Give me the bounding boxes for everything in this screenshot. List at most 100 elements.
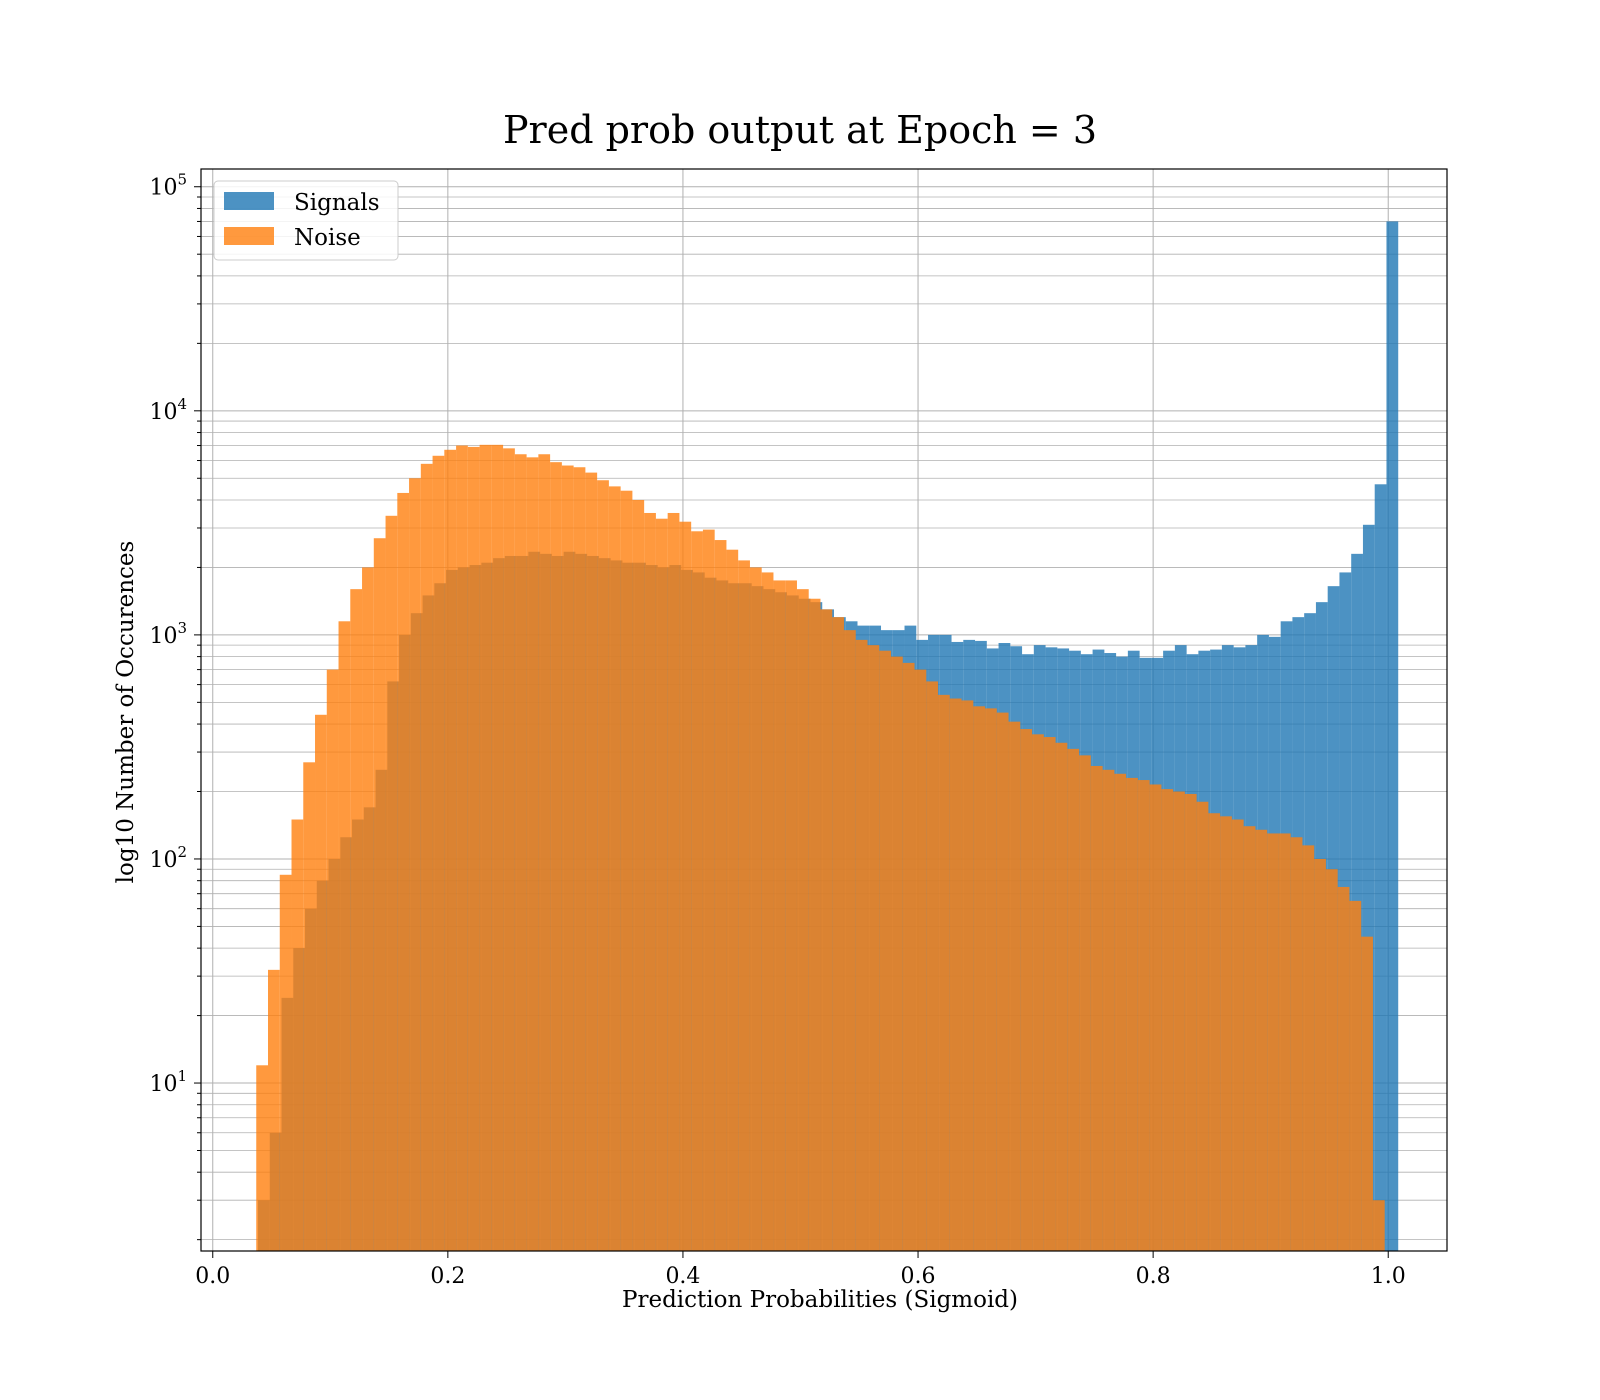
y-tick-label: 101 [149, 1067, 187, 1097]
histogram-bar [362, 567, 374, 1251]
histogram-bar [338, 621, 351, 1251]
histogram-bar [1184, 793, 1197, 1251]
histogram-bar [526, 457, 539, 1251]
axis-ticks: 0.0 0.2 0.4 0.6 0.8 1.0 101 102 103 104 105 [149, 171, 1405, 1289]
legend: Signals Noise [213, 180, 399, 261]
histogram-bar [1137, 780, 1150, 1251]
histogram-bar [1161, 789, 1174, 1251]
histogram-bar [1196, 801, 1209, 1251]
histogram-bar [973, 706, 986, 1251]
histogram-bar [855, 639, 868, 1251]
histogram-bar [1126, 777, 1138, 1251]
histogram-bar [808, 598, 821, 1251]
y-axis-label: log10 Number of Occurences [113, 541, 139, 884]
histogram-bar [1208, 813, 1221, 1251]
histogram-bar [315, 714, 327, 1251]
histogram-bar [632, 499, 645, 1252]
histogram-bar [1314, 858, 1326, 1251]
histogram-bar [326, 669, 339, 1251]
histogram-bar [926, 681, 939, 1251]
histogram-bar [902, 662, 915, 1251]
histogram-bar [691, 531, 703, 1251]
x-tick-label: 0.0 [195, 1264, 230, 1289]
histogram-bar [738, 560, 750, 1251]
histogram-bar [608, 486, 621, 1252]
histogram-bar [761, 572, 774, 1251]
histogram-bar [491, 444, 504, 1251]
histogram-bar [867, 645, 880, 1251]
histogram-bar [420, 463, 433, 1251]
histogram-bar [1090, 765, 1103, 1251]
histogram-bar [1386, 221, 1399, 1252]
histogram-bar [514, 454, 527, 1251]
histogram-bar [432, 455, 445, 1251]
y-tick-label: 104 [149, 395, 187, 425]
histogram-bar [949, 698, 962, 1251]
histogram-bar [1372, 1200, 1385, 1251]
histogram-bar [820, 609, 833, 1251]
histogram-bars [256, 221, 1399, 1252]
histogram-bar [879, 650, 892, 1251]
histogram-bar [1032, 734, 1044, 1251]
histogram-bar [1008, 721, 1021, 1251]
x-tick-label: 1.0 [1371, 1264, 1406, 1289]
histogram-bar [749, 567, 762, 1251]
legend-label-noise: Noise [294, 225, 361, 251]
legend-swatch-noise [224, 227, 274, 245]
x-tick-label: 0.2 [430, 1264, 465, 1289]
histogram-bar [1337, 886, 1350, 1251]
histogram-bar [938, 694, 950, 1251]
histogram-bar [961, 700, 974, 1251]
histogram-bar [268, 969, 280, 1251]
histogram-bar [1362, 524, 1375, 1251]
histogram-bar [585, 472, 598, 1251]
x-tick-label: 0.6 [901, 1264, 936, 1289]
histogram-bar [1243, 826, 1256, 1251]
histogram-bar [1255, 829, 1268, 1251]
histogram-bar [561, 465, 574, 1252]
series-noise [256, 444, 1385, 1252]
x-axis-label: Prediction Probabilities (Sigmoid) [622, 1287, 1018, 1313]
histogram-bar [1267, 833, 1279, 1251]
histogram-bar [1349, 900, 1362, 1251]
histogram-bar [1278, 833, 1291, 1251]
histogram-bar [279, 874, 292, 1251]
histogram-bar [1220, 816, 1232, 1251]
histogram-bar [714, 540, 727, 1251]
histogram-bar [1231, 819, 1244, 1251]
histogram-bar [785, 580, 797, 1251]
legend-label-signals: Signals [294, 190, 380, 216]
histogram-bar [1102, 769, 1115, 1251]
histogram-bar [1173, 791, 1185, 1251]
histogram-bar [538, 454, 551, 1251]
histogram-bar [1149, 784, 1162, 1251]
histogram-bar [843, 630, 856, 1251]
histogram-bar [373, 538, 386, 1251]
histogram-bar [985, 708, 997, 1251]
y-tick-label: 105 [149, 171, 187, 201]
histogram-bar [503, 448, 515, 1251]
histogram-bar [914, 669, 927, 1251]
histogram-bar [385, 515, 398, 1251]
histogram-bar [1361, 936, 1373, 1251]
histogram-bar [550, 462, 562, 1251]
histogram-bar [444, 449, 457, 1252]
histogram-bar [350, 589, 363, 1251]
histogram-bar [796, 589, 809, 1251]
histogram-bar [456, 445, 468, 1251]
histogram-bar [679, 521, 692, 1251]
legend-swatch-signals [224, 192, 274, 210]
plot-frame [200, 168, 1448, 1252]
histogram-bar [409, 478, 421, 1251]
histogram-bar [891, 656, 903, 1251]
histogram-bar [620, 490, 633, 1252]
histogram-bar [832, 617, 844, 1251]
histogram-bar [573, 467, 586, 1251]
histogram-bar [1043, 737, 1056, 1251]
histogram-bar [996, 712, 1009, 1251]
histogram-bar [303, 762, 316, 1251]
histogram-bar [1067, 748, 1080, 1251]
histogram-bar [1290, 837, 1303, 1251]
y-tick-label: 102 [149, 843, 187, 873]
